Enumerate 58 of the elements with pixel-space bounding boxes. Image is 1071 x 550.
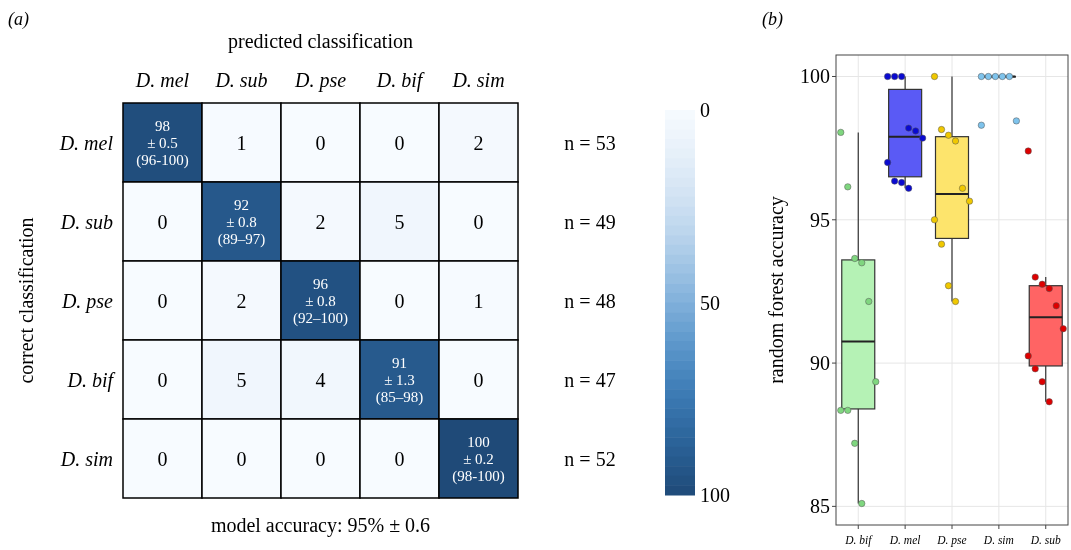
y2-tick-label: n = 47 [564,368,616,391]
data-label: 1 [473,289,484,312]
data-label: 0 [236,447,247,470]
data-label: 100 ± 0.2 (98-100) [452,433,505,485]
y-tick-label: D. sim [59,447,113,470]
data-label: 0 [157,210,168,233]
data-label: 1 [236,131,247,154]
x-tick-label: D. pse [293,69,347,92]
data-label: 0 [394,289,405,312]
data-label: 98 ± 0.5 (96-100) [136,117,189,169]
data-label: 0 [394,131,405,154]
data-label: 96 ± 0.8 (92–100) [293,275,348,327]
chart-title: (a) [8,9,29,30]
y-tick-label: 85 [810,495,830,518]
x-tick-label: D. bif [844,534,874,547]
y2-tick-label: n = 48 [564,289,616,312]
y-axis-title: correct classification [15,217,37,384]
x-tick-label: D. mel [134,69,190,91]
data-label: 4 [315,368,326,391]
y-tick-label: D. mel [58,131,114,154]
x-tick-label: D. sim [451,69,505,91]
y-tick-label: D. bif [66,368,116,392]
data-label: 2 [473,131,484,154]
data-label: 92 ± 0.8 (89–97) [217,196,266,248]
data-label: 0 [157,447,168,470]
data-label: 5 [236,368,247,391]
data-label: 0 [157,289,168,312]
color-bar-label: 100 [700,484,730,506]
y2-tick-label: n = 53 [564,131,616,154]
color-bar-label: 0 [700,99,710,121]
x-axis-title: predicted classification [228,30,413,53]
x-tick-label: D. bif [375,69,425,92]
y-tick-label: 95 [810,208,830,231]
x-tick-label: D. sub [1029,534,1061,546]
data-label: 91 ± 1.3 (85–98) [375,354,424,406]
data-label: 2 [315,210,326,233]
x-tick-label: D. mel [888,534,921,546]
data-label: 0 [394,447,405,470]
text: model accuracy: 95% ± 0.6 [210,514,431,537]
y-axis-title: random forest accuracy [765,196,788,384]
y2-tick-label: n = 52 [564,447,616,470]
color-bar-label: 50 [700,291,720,314]
data-label: 0 [473,210,484,233]
y-tick-label: D. sub [59,210,113,233]
y2-tick-label: n = 49 [564,210,616,233]
chart-title: (b) [762,9,783,30]
data-label: 2 [236,289,247,312]
data-label: 5 [394,210,405,233]
x-tick-label: D. pse [936,534,967,547]
y-tick-label: D. pse [60,289,114,313]
data-label: 0 [315,131,326,154]
x-tick-label: D. sub [214,69,268,91]
y-tick-label: 90 [810,352,830,375]
x-tick-label: D. sim [982,534,1014,546]
data-label: 0 [473,368,484,391]
y-tick-label: 100 [800,65,830,88]
data-label: 0 [157,368,168,391]
data-label: 0 [315,447,326,470]
